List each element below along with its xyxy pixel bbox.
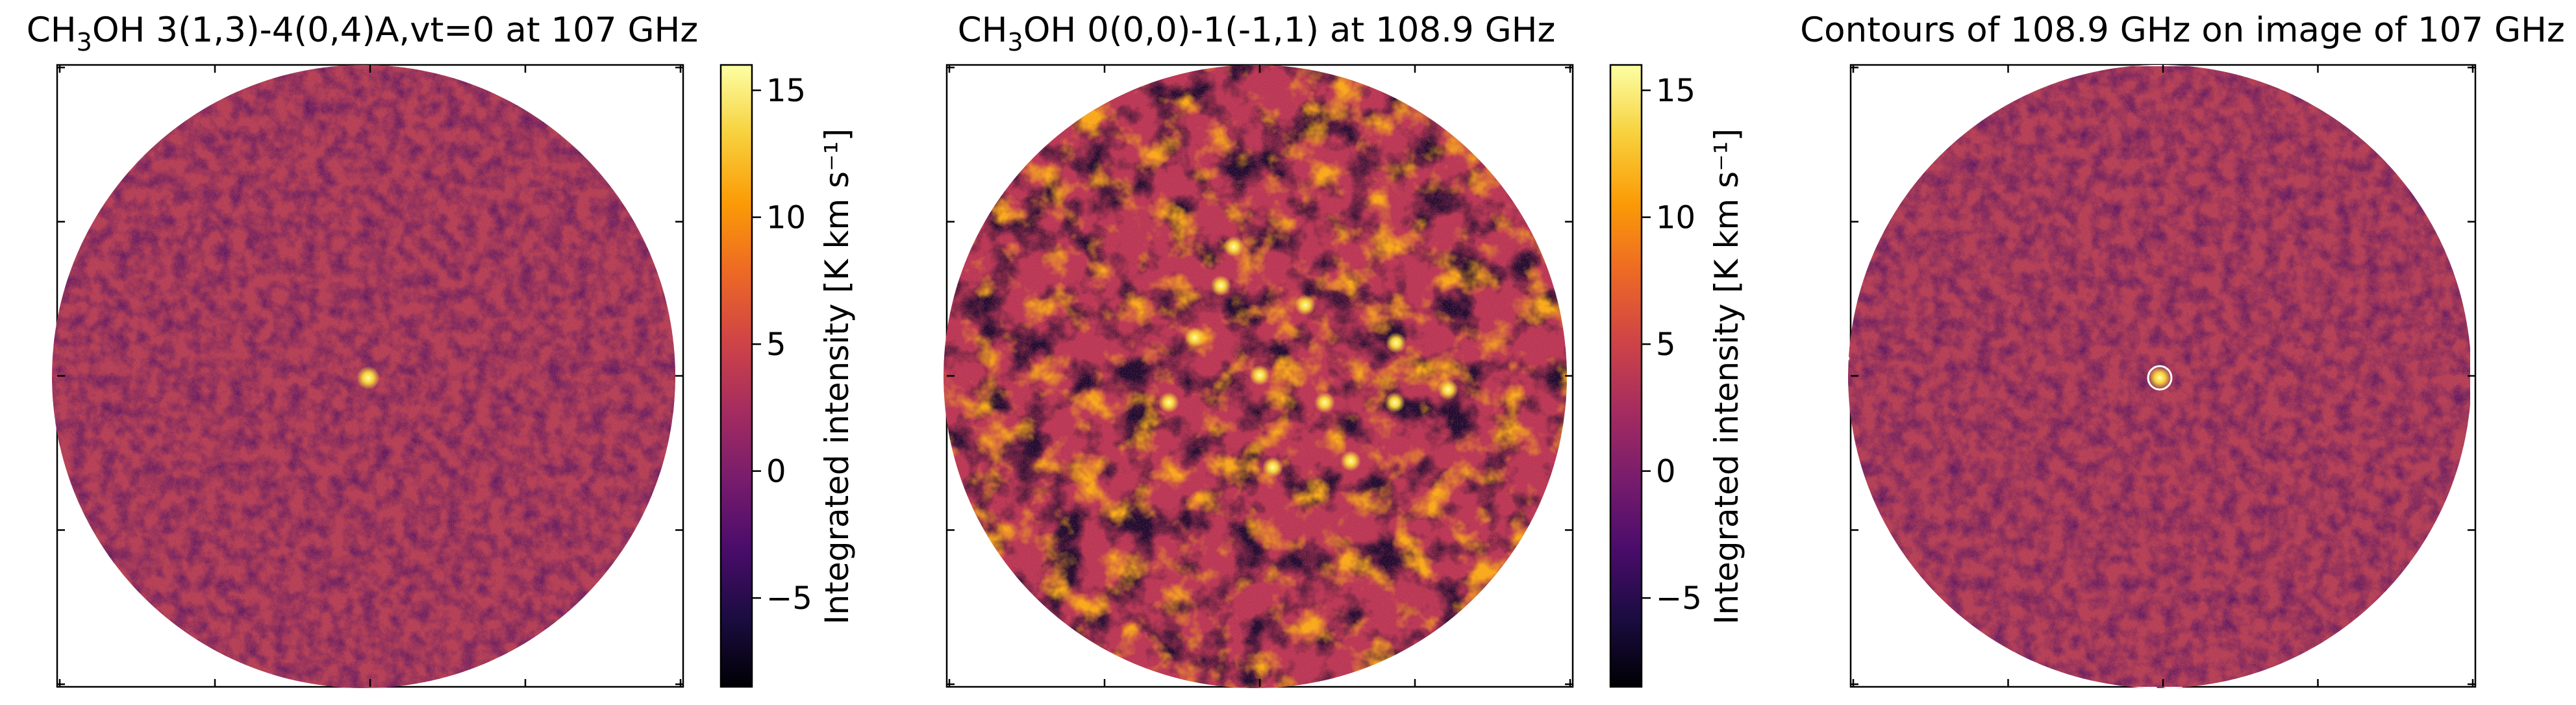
emission-peak xyxy=(1386,332,1407,353)
panel-2-colorbar-ticks: −5 0 5 10 15 xyxy=(1642,73,1702,617)
panel-3-title: Contours of 108.9 GHz on image of 107 GH… xyxy=(1800,10,2565,50)
colorbar-tick-label: 5 xyxy=(766,327,786,363)
panel-2-colorbar xyxy=(1609,64,1643,688)
panel-1-colorbar xyxy=(719,64,753,688)
emission-peak xyxy=(1158,392,1179,413)
panel-1-title: CH3OH 3(1,3)-4(0,4)A,vt=0 at 107 GHz xyxy=(27,10,698,56)
colorbar-tick-label: −5 xyxy=(1656,580,1702,617)
emission-peak xyxy=(1384,392,1405,413)
panel-1-axis-ticks xyxy=(57,65,683,687)
emission-peak xyxy=(1210,275,1231,296)
panel-3: Contours of 108.9 GHz on image of 107 GH… xyxy=(1800,10,2565,688)
colorbar-tick-label: 5 xyxy=(1656,327,1676,363)
emission-peak xyxy=(1295,295,1316,315)
panel-1: CH3OH 3(1,3)-4(0,4)A,vt=0 at 107 GHz −5 0… xyxy=(27,10,856,688)
panel-1-colorbar-label: Integrated intensity [K km s⁻¹] xyxy=(818,129,856,625)
colorbar-tick-label: 0 xyxy=(766,454,786,490)
colorbar-tick-label: −5 xyxy=(766,580,812,617)
emission-peak xyxy=(1249,365,1270,386)
emission-peak xyxy=(1262,457,1283,478)
colorbar-tick-label: 0 xyxy=(1656,454,1676,490)
colorbar-tick-label: 10 xyxy=(766,200,806,236)
panel-2-title: CH3OH 0(0,0)-1(-1,1) at 108.9 GHz xyxy=(958,10,1556,56)
panel-2-axis-ticks xyxy=(947,65,1573,687)
emission-peak xyxy=(1314,392,1335,413)
emission-peak xyxy=(1184,327,1205,348)
colorbar-tick-label: 15 xyxy=(1656,73,1695,109)
panel-2-emission-peaks xyxy=(1158,236,1458,478)
colorbar-tick-label: 10 xyxy=(1656,200,1695,236)
panel-2-colorbar-label: Integrated intensity [K km s⁻¹] xyxy=(1708,129,1745,625)
panel-3-axis-ticks xyxy=(1851,65,2475,687)
emission-peak xyxy=(1340,451,1361,471)
panel-1-compact-source xyxy=(356,366,380,390)
panel-3-compact-source xyxy=(2147,365,2173,391)
panel-1-colorbar-ticks: −5 0 5 10 15 xyxy=(752,73,812,617)
panel-2-intensity-map xyxy=(944,65,1567,688)
emission-peak xyxy=(1438,379,1458,400)
emission-peak xyxy=(1223,236,1244,257)
colorbar-tick-label: 15 xyxy=(766,73,806,109)
panel-2: CH3OH 0(0,0)-1(-1,1) at 108.9 GHz −5 0 5 10… xyxy=(944,10,1745,688)
